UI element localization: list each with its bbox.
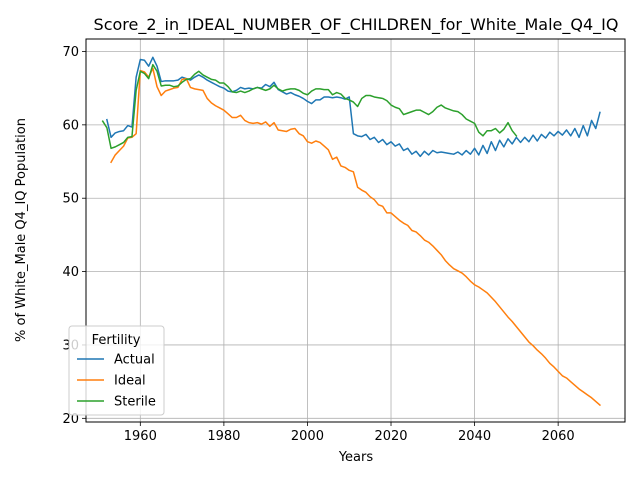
legend-entries: Actual Ideal Sterile: [77, 353, 156, 410]
x-tick-label: 2020: [374, 429, 407, 444]
series-line-ideal: [110, 67, 601, 407]
series-lines: [101, 56, 601, 407]
plot-frame: [85, 38, 626, 423]
x-tick-label: 2040: [458, 429, 491, 444]
y-tick-label: 50: [62, 192, 79, 207]
legend-label-ideal: Ideal: [114, 374, 146, 389]
y-tick-label: 40: [62, 265, 79, 280]
y-tick-label: 60: [62, 118, 79, 133]
x-tick-label: 1980: [207, 429, 240, 444]
x-tick-label: 1960: [124, 429, 157, 444]
y-axis-title: % of White_Male Q4_IQ Population: [14, 118, 29, 342]
y-tick-label: 20: [62, 412, 79, 427]
legend-title: Fertility: [92, 333, 141, 348]
legend-label-sterile: Sterile: [114, 395, 156, 410]
x-axis-title: Years: [338, 450, 374, 465]
legend: Fertility Actual Ideal Sterile: [68, 325, 165, 416]
legend-label-actual: Actual: [114, 353, 155, 368]
x-axis-ticks: 1960 1980 2000 2020 2040 2060: [124, 422, 575, 444]
legend-box: [68, 325, 165, 416]
x-tick-label: 2000: [291, 429, 324, 444]
y-tick-label: 70: [62, 45, 79, 60]
chart-title: Score_2_in_IDEAL_NUMBER_OF_CHILDREN_for_…: [94, 15, 619, 35]
x-tick-label: 2060: [542, 429, 575, 444]
grid-lines: [86, 39, 625, 422]
series-line-sterile: [101, 63, 518, 150]
